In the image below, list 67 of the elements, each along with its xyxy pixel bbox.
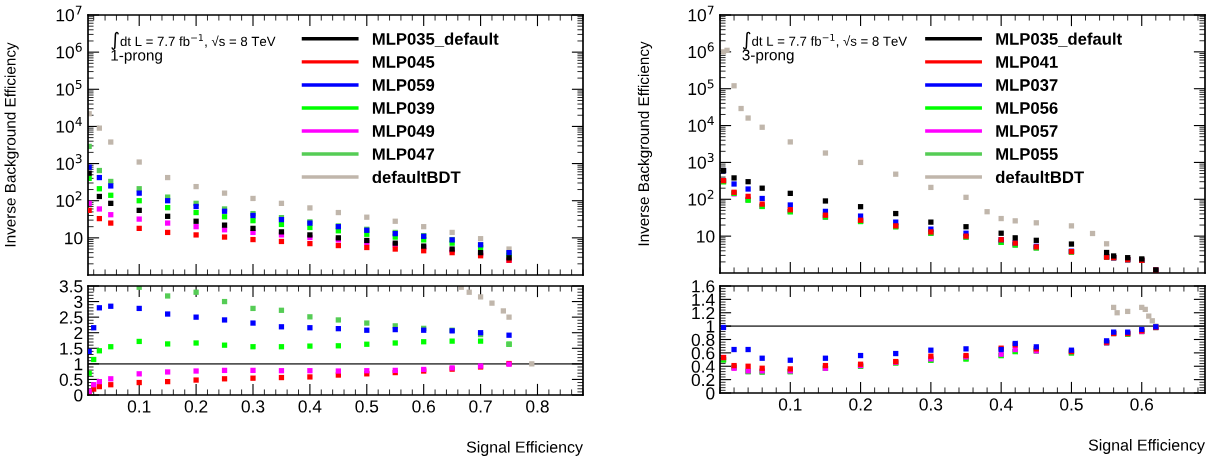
x-tick-label: 0.1 (127, 400, 151, 413)
legend-label: defaultBDT (995, 170, 1084, 184)
y-tick-label: 10$^{4}$ (56, 117, 82, 133)
legend-label: MLP035_default (372, 32, 499, 47)
y-tick-label: 10$^{5}$ (688, 79, 714, 96)
legend-label: MLP047 (372, 148, 435, 161)
y-tick-label: 10$^{5}$ (56, 79, 82, 96)
y-tick-label: 10$^{2}$ (56, 191, 82, 208)
legend-label: MLP055 (996, 148, 1058, 160)
legend-label: MLP056 (996, 102, 1058, 114)
y-tick-label: 2.5 (59, 311, 83, 324)
x-tick-label: 0.8 (526, 400, 549, 413)
x-tick-label: 0.6 (412, 400, 435, 413)
y-tick-label: 1.4 (692, 293, 715, 306)
x-tick-label: 0.4 (989, 398, 1013, 411)
y-tick-label: 10$^{6}$ (688, 42, 714, 59)
legend-label: MLP059 (372, 79, 435, 91)
y-tick-label: 10$^{4}$ (688, 116, 714, 132)
x-tick-label: 0.1 (778, 398, 802, 411)
x-tick-label: 0.3 (241, 400, 265, 413)
x-tick-label: 0.2 (184, 400, 208, 413)
y-tick-label: 10$^{3}$ (688, 152, 714, 169)
x-tick-label: 0.4 (298, 400, 322, 413)
y-tick-label: 0.5 (59, 373, 83, 386)
legend-label: defaultBDT (372, 170, 461, 184)
legend-label: MLP037 (996, 79, 1058, 91)
x-tick-label: 0.5 (355, 400, 379, 413)
annotation: 1-prong (111, 50, 162, 64)
legend-label: MLP041 (996, 56, 1058, 68)
x-tick-label: 0.6 (1130, 398, 1154, 411)
y-tick-label: 10$^{7}$ (688, 5, 714, 22)
x-tick-label: 0.3 (919, 398, 943, 411)
x-axis-title: Signal Efficiency (466, 441, 583, 456)
x-tick-label: 0.2 (849, 398, 872, 411)
y-tick-label: 10$^{2}$ (688, 189, 714, 206)
y-tick-label: 0.8 (691, 333, 715, 346)
y-tick-label: 2 (74, 326, 83, 339)
y-tick-label: 0.2 (691, 373, 715, 387)
x-tick-label: 0.7 (469, 400, 492, 413)
y-tick-label: 0.6 (691, 347, 715, 360)
y-tick-label: 10$^{6}$ (56, 42, 82, 59)
x-tick-label: 0.5 (1060, 398, 1083, 411)
y-tick-label: 3.5 (59, 280, 83, 293)
y-tick-label: 0 (706, 387, 715, 400)
annotation: ∫dt L = 7.7 fb$^{−1}$, √s = 8 TeV (111, 31, 276, 50)
y-tick-label: 10 (65, 232, 83, 245)
y-tick-label: 1 (706, 320, 715, 333)
legend-label: MLP035_default (996, 32, 1122, 47)
y-tick-label: 10$^{7}$ (56, 5, 82, 22)
y-tick-label: 0.4 (691, 360, 715, 373)
x-axis-title: Signal Efficiency (1088, 439, 1205, 454)
legend-label: MLP049 (372, 125, 435, 137)
legend-label: MLP057 (996, 125, 1058, 137)
y-tick-label: 1 (74, 358, 83, 371)
y-tick-label: 10$^{3}$ (56, 154, 82, 170)
y-tick-label: 1.6 (692, 280, 715, 293)
y-axis-title: Inverse Background Efficiency (4, 42, 19, 247)
y-tick-label: 3 (74, 295, 83, 309)
annotation: ∫dt L = 7.7 fb$^{−1}$, √s = 8 TeV (742, 31, 908, 50)
y-tick-label: 10 (697, 230, 715, 243)
y-tick-label: 1.5 (60, 342, 83, 355)
legend-label: MLP039 (372, 102, 435, 114)
y-tick-label: 0 (74, 389, 83, 402)
legend-label: MLP045 (372, 56, 435, 68)
y-tick-label: 1.2 (692, 306, 715, 320)
annotation: 3-prong (742, 49, 794, 64)
y-axis-title: Inverse Background Efficiency (637, 41, 653, 246)
